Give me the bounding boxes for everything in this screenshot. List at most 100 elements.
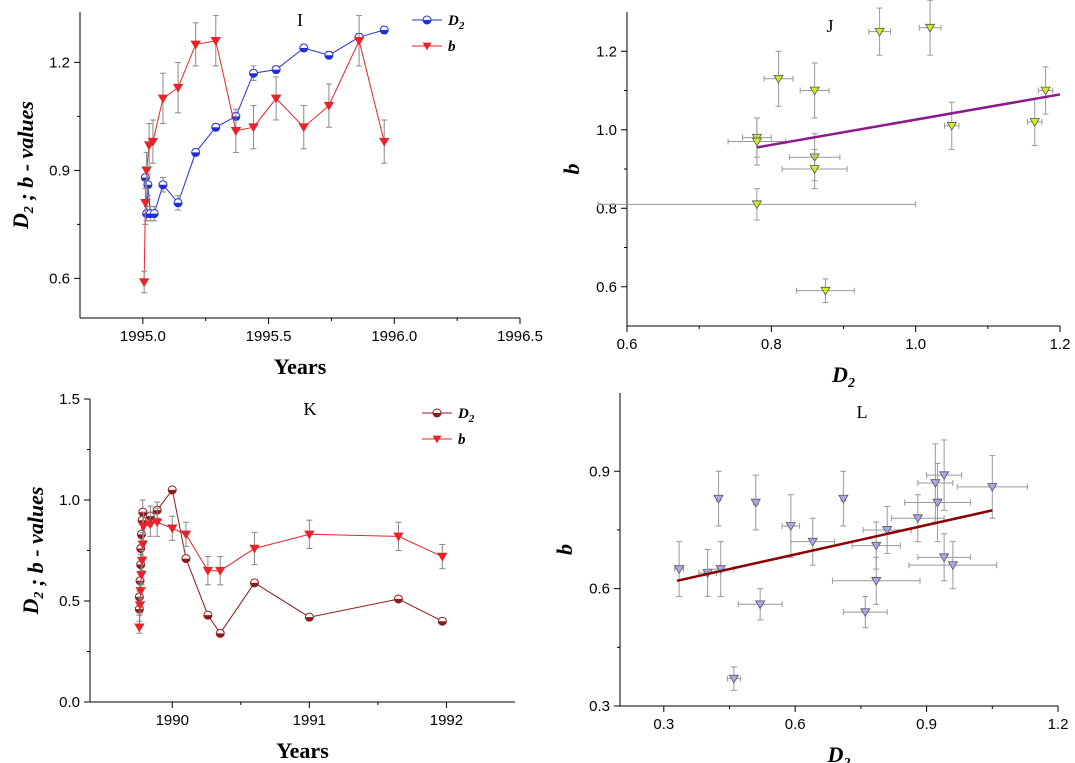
data-point <box>136 556 148 566</box>
legend-marker-fill <box>433 413 441 417</box>
y-tick-label: 1.0 <box>59 492 80 509</box>
x-tick-label: 0.8 <box>761 336 782 353</box>
legend-item-D_2: D2 <box>412 13 465 32</box>
y-tick-label: 1.0 <box>596 122 617 139</box>
y-tick-label: 1.2 <box>49 54 70 71</box>
scatter-points <box>597 0 1054 303</box>
x-tick-label: 1992 <box>430 712 463 729</box>
data-point <box>323 101 335 111</box>
data-point <box>353 37 365 46</box>
data-point <box>932 498 943 508</box>
scatter-points <box>673 439 1028 691</box>
data-point <box>1040 86 1051 96</box>
data-point-fill <box>211 127 220 132</box>
y-tick-label: 1.2 <box>596 43 617 60</box>
data-point <box>134 601 146 611</box>
data-point <box>924 23 936 33</box>
data-point <box>437 552 448 562</box>
y-tick-label: 0.6 <box>589 581 610 598</box>
x-tick-label: 1991 <box>293 712 326 729</box>
x-axis-label: D2 <box>831 362 855 391</box>
data-point <box>751 137 763 147</box>
data-point <box>750 498 761 508</box>
legend-item-D_2: D2 <box>422 406 475 425</box>
x-tick-label: 1996.0 <box>371 328 417 345</box>
data-point <box>393 532 404 542</box>
x-tick-label: 1996.5 <box>497 328 543 345</box>
data-point-fill <box>438 621 447 626</box>
y-tick-label: 0.5 <box>59 593 80 610</box>
data-point <box>871 541 882 551</box>
data-point-fill <box>158 184 167 189</box>
y-axis-label: D2 ; b - values <box>18 487 48 616</box>
label-part: b <box>552 544 577 555</box>
x-axis-label: Years <box>274 354 327 379</box>
y-tick-label: 0.8 <box>596 200 617 217</box>
data-point <box>135 587 146 596</box>
data-point <box>1029 118 1040 127</box>
panel-label: L <box>857 402 868 422</box>
legend-label-subscript: 2 <box>458 20 465 32</box>
data-point <box>946 122 957 131</box>
panel-L: 0.3 0.6 0.9 1.2 0.3 0.6 0.9 L D2 b <box>552 393 1068 763</box>
data-point-fill <box>168 489 177 494</box>
data-point <box>137 540 148 550</box>
data-point <box>157 94 169 104</box>
data-point <box>938 471 950 481</box>
legend-label: b <box>458 432 466 448</box>
data-point-fill <box>299 48 308 52</box>
y-axis-label: D2 ; b - values <box>8 101 38 230</box>
data-point <box>138 278 150 288</box>
series-line <box>143 39 385 283</box>
label-part: D <box>827 742 844 763</box>
data-point-fill <box>250 582 259 587</box>
panel-J: 0.6 0.8 1.0 1.2 0.6 0.8 1.0 1.2 J D2 b <box>559 0 1070 391</box>
series-b <box>138 15 390 294</box>
data-point <box>773 74 784 84</box>
series-b <box>134 507 448 634</box>
label-part: D <box>18 598 43 615</box>
data-point <box>874 27 885 37</box>
x-tick-label: 1995.0 <box>120 328 166 345</box>
data-point <box>860 608 871 618</box>
x-tick-label: 1990 <box>156 712 189 729</box>
data-point <box>751 200 763 210</box>
legend-label: D2 <box>457 406 475 425</box>
data-point <box>728 674 740 684</box>
data-point-fill <box>181 558 190 563</box>
y-tick-label: 1.5 <box>59 391 80 408</box>
series-line <box>144 29 385 215</box>
label-part: D <box>831 362 848 387</box>
label-part: Years <box>274 354 327 379</box>
data-point <box>138 522 149 532</box>
label-part: ; b - values <box>23 487 48 592</box>
data-point <box>987 483 998 492</box>
series-D_2 <box>134 485 447 638</box>
label-subscript: 2 <box>847 376 855 391</box>
data-point-fill <box>249 73 258 78</box>
label-part: D <box>8 213 33 230</box>
data-point <box>249 544 260 554</box>
x-tick-label: 0.6 <box>617 336 638 353</box>
data-point-fill <box>138 512 147 517</box>
data-point <box>134 623 145 633</box>
label-part: b <box>559 164 584 175</box>
series-D_2 <box>140 25 389 222</box>
y-axis-label: b <box>552 544 577 555</box>
label-part: ; b - values <box>13 101 38 206</box>
data-point-fill <box>324 55 333 60</box>
x-tick-label: 1.2 <box>1050 336 1071 353</box>
legend-marker <box>422 42 432 51</box>
legend-label: D2 <box>447 13 465 32</box>
data-point <box>807 537 818 547</box>
data-point <box>145 520 156 530</box>
y-tick-label: 0.3 <box>589 698 610 715</box>
y-axis-label: b <box>559 164 584 175</box>
data-point-fill <box>380 30 389 34</box>
data-point <box>713 494 724 504</box>
legend-marker <box>432 435 442 444</box>
data-point <box>172 83 184 93</box>
data-point <box>136 570 147 580</box>
data-point <box>871 577 882 586</box>
